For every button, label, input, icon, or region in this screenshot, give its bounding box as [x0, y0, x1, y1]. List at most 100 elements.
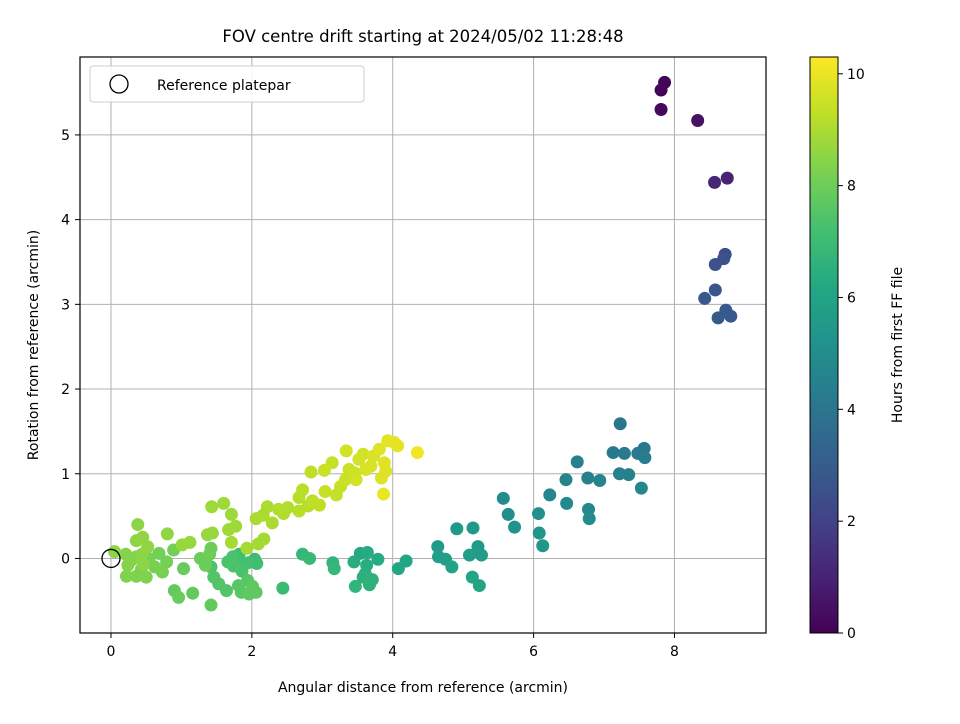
data-point — [356, 447, 370, 461]
plot-frame — [79, 56, 767, 634]
data-point — [141, 540, 155, 554]
data-point — [638, 451, 652, 465]
data-point — [160, 555, 174, 569]
data-point — [224, 535, 238, 549]
data-point — [276, 581, 290, 595]
data-point — [327, 562, 341, 576]
data-point — [249, 585, 263, 599]
data-point — [708, 258, 722, 272]
data-point — [227, 559, 241, 573]
data-point — [177, 562, 191, 576]
data-point — [205, 526, 219, 540]
data-point — [152, 546, 166, 560]
data-point — [348, 579, 362, 593]
y-axis-label: Rotation from reference (arcmin) — [26, 230, 42, 460]
data-point — [536, 539, 550, 553]
reference-platepar-marker — [101, 548, 121, 569]
data-point — [349, 473, 363, 487]
data-point — [698, 291, 712, 305]
colorbar-tick-label: 0 — [847, 626, 856, 642]
data-point — [559, 473, 573, 487]
data-point — [224, 507, 238, 521]
legend: Reference platepar — [89, 65, 365, 103]
data-point — [593, 474, 607, 488]
data-point — [131, 518, 145, 532]
chart-title: FOV centre drift starting at 2024/05/02 … — [222, 27, 623, 46]
data-point — [222, 523, 236, 537]
data-point — [205, 500, 219, 514]
data-point — [186, 586, 200, 600]
y-tick-label: 1 — [61, 467, 70, 483]
data-point — [371, 552, 385, 566]
colorbar — [809, 56, 839, 634]
data-point — [198, 558, 212, 572]
data-point — [462, 548, 476, 562]
data-point — [296, 483, 310, 497]
data-point — [501, 507, 515, 521]
y-tick-label: 5 — [61, 128, 70, 144]
legend-marker-reference — [109, 74, 129, 94]
data-point — [281, 501, 295, 515]
grid — [80, 57, 766, 633]
data-point — [391, 439, 405, 453]
legend-entry: Reference platepar — [157, 78, 291, 94]
data-point — [160, 527, 174, 541]
data-point — [207, 570, 221, 584]
data-point — [613, 417, 627, 431]
data-point — [119, 569, 133, 583]
data-point — [204, 541, 218, 555]
data-point — [617, 446, 631, 460]
colorbar-tick-label: 2 — [847, 514, 856, 530]
data-point — [606, 446, 620, 460]
data-points — [101, 75, 738, 612]
data-point — [155, 565, 169, 579]
data-point — [582, 512, 596, 526]
data-point — [532, 526, 546, 540]
data-point — [136, 557, 150, 571]
data-point — [108, 545, 122, 559]
x-tick-label: 8 — [670, 644, 679, 660]
x-axis-ticks: 0 2 4 6 8 — [107, 633, 679, 660]
data-point — [304, 465, 318, 479]
data-point — [347, 555, 361, 569]
data-point — [119, 547, 133, 561]
data-point — [362, 578, 376, 592]
data-point — [560, 496, 574, 510]
data-point — [691, 114, 705, 128]
data-point — [377, 487, 391, 501]
colorbar-tick-label: 6 — [847, 290, 856, 306]
colorbar-tick-label: 10 — [847, 67, 865, 83]
data-point — [410, 446, 424, 460]
data-point — [312, 498, 326, 512]
data-point — [339, 444, 353, 458]
data-point — [720, 171, 734, 185]
data-point — [654, 103, 668, 117]
data-point — [582, 502, 596, 516]
x-tick-label: 4 — [388, 644, 397, 660]
data-point — [372, 442, 386, 456]
data-point — [219, 584, 233, 598]
y-tick-label: 2 — [61, 382, 70, 398]
data-point — [634, 481, 648, 495]
data-point — [474, 548, 488, 562]
y-tick-label: 0 — [61, 551, 70, 567]
y-tick-label: 4 — [61, 213, 70, 229]
y-axis-ticks: 0 1 2 3 4 5 — [61, 128, 80, 567]
data-point — [708, 283, 722, 297]
colorbar-tick-label: 8 — [847, 179, 856, 195]
data-point — [445, 560, 459, 574]
data-point — [339, 473, 353, 487]
data-point — [360, 546, 374, 560]
data-point — [379, 464, 393, 478]
data-point — [391, 562, 405, 576]
data-point — [543, 488, 557, 502]
data-point — [658, 75, 672, 89]
colorbar-label: Hours from first FF file — [890, 267, 906, 423]
data-point — [622, 468, 636, 482]
data-point — [711, 311, 725, 325]
data-point — [570, 455, 584, 469]
data-point — [265, 516, 279, 530]
data-point — [260, 500, 274, 514]
